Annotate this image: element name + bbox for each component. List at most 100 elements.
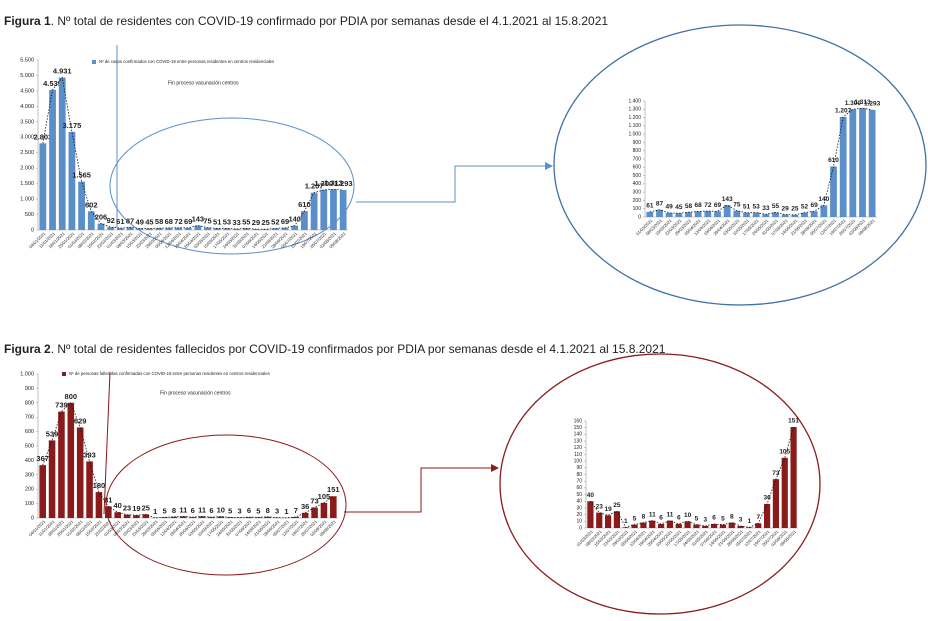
bar <box>752 212 760 217</box>
bar <box>107 227 115 230</box>
bar <box>123 514 131 518</box>
bar <box>320 502 328 518</box>
bar <box>613 511 621 528</box>
value-label: 33 <box>762 205 770 212</box>
y-tick-label: 140 <box>574 432 583 438</box>
bar <box>604 515 612 528</box>
figure-label: Figura 1 <box>4 14 51 28</box>
y-tick-label: 1.500 <box>20 181 34 187</box>
value-label: 73 <box>772 470 780 477</box>
bar <box>719 524 727 528</box>
zoom-ellipse <box>553 24 927 306</box>
value-label: 1.293 <box>334 179 353 188</box>
bar <box>116 228 124 230</box>
bar <box>271 228 279 230</box>
value-label: 1.293 <box>864 101 881 108</box>
value-label: 105 <box>779 449 790 456</box>
figure-text: . Nº total de residentes fallecidos por … <box>51 342 666 356</box>
bar <box>252 229 260 230</box>
value-label: 11 <box>179 505 187 514</box>
bar <box>291 225 299 230</box>
value-label: 800 <box>65 392 78 401</box>
value-label: 3 <box>275 507 279 516</box>
value-label: 25 <box>142 503 150 512</box>
value-label: 58 <box>155 217 163 226</box>
value-label: 52 <box>271 217 279 226</box>
value-label: 6 <box>191 506 195 515</box>
y-tick-label: 900 <box>25 386 34 392</box>
annotation: Fin proceso vacunación centros <box>168 80 239 86</box>
bar <box>39 143 47 230</box>
value-label: 143 <box>722 196 733 203</box>
y-tick-label: 800 <box>25 400 34 406</box>
bar <box>849 109 857 217</box>
value-label: 2.803 <box>33 132 52 141</box>
value-label: 52 <box>801 203 809 210</box>
y-tick-label: 1.000 <box>20 197 34 203</box>
value-label: 23 <box>596 503 604 510</box>
bar <box>165 227 173 230</box>
bar <box>791 214 799 217</box>
arrow-head <box>491 464 499 472</box>
bar <box>58 77 66 230</box>
bar <box>704 211 712 217</box>
bar <box>733 210 741 217</box>
bar <box>170 516 178 518</box>
bar <box>320 189 328 230</box>
value-label: 55 <box>242 217 250 226</box>
y-tick-label: 100 <box>574 458 583 464</box>
value-label: 7 <box>756 514 760 521</box>
value-label: 53 <box>223 217 231 226</box>
y-tick-label: 0 <box>638 214 641 220</box>
value-label: 151 <box>327 485 340 494</box>
y-tick-label: 500 <box>25 443 34 449</box>
bar <box>596 512 603 528</box>
y-tick-label: 120 <box>574 445 583 451</box>
bar <box>245 517 253 518</box>
value-label: 36 <box>301 502 309 511</box>
y-tick-label: 50 <box>576 492 582 498</box>
bar <box>839 116 847 217</box>
bar <box>95 492 103 518</box>
bar <box>640 522 647 528</box>
trend-line <box>590 426 794 528</box>
figure-label: Figura 2 <box>4 342 51 356</box>
y-tick-label: 0 <box>579 525 582 531</box>
value-label: 69 <box>811 202 819 209</box>
bar <box>78 181 85 230</box>
value-label: 5 <box>633 515 637 522</box>
value-label: 602 <box>85 200 98 209</box>
bar <box>281 227 289 230</box>
y-tick-label: 1.100 <box>628 123 641 129</box>
value-label: 68 <box>695 202 703 209</box>
y-tick-label: 600 <box>633 165 642 171</box>
value-label: 6 <box>659 515 663 522</box>
y-tick-label: 70 <box>576 479 582 485</box>
bar <box>693 524 700 528</box>
bar <box>649 520 656 528</box>
value-label: 36 <box>763 495 771 502</box>
bar <box>76 427 84 518</box>
value-label: 1 <box>624 518 628 525</box>
bar <box>105 506 112 518</box>
bar <box>762 214 770 217</box>
bar <box>737 525 744 528</box>
bar <box>97 223 105 230</box>
bar <box>67 402 75 518</box>
value-label: 40 <box>587 492 595 499</box>
value-label: 3 <box>739 517 743 524</box>
bar <box>58 411 65 518</box>
y-tick-label: 400 <box>25 458 34 464</box>
bar <box>175 227 182 230</box>
y-tick-label: 1.000 <box>628 131 641 137</box>
y-tick-label: 100 <box>25 501 34 507</box>
bar <box>743 212 750 217</box>
bar <box>801 212 808 217</box>
y-tick-label: 110 <box>574 452 582 458</box>
value-label: 1.207 <box>835 108 852 115</box>
y-tick-label: 100 <box>633 206 642 212</box>
y-tick-label: 700 <box>633 156 642 162</box>
bar <box>657 523 665 528</box>
bar <box>830 166 837 217</box>
value-label: 23 <box>123 504 131 513</box>
